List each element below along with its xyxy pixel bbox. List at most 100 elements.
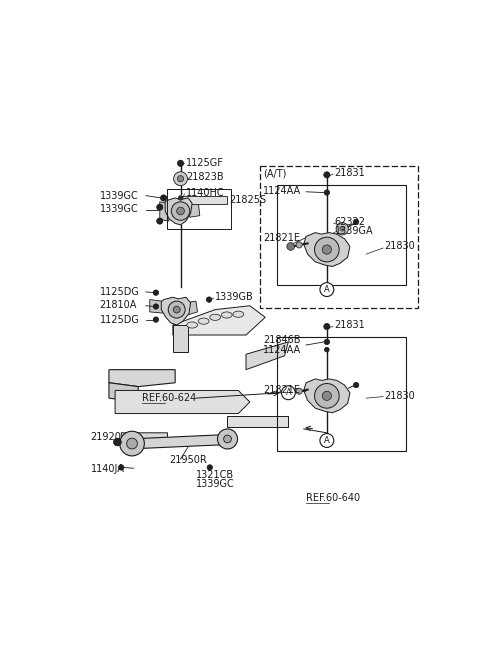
- Ellipse shape: [221, 312, 232, 318]
- Circle shape: [324, 190, 330, 195]
- Text: 1339GC: 1339GC: [196, 479, 235, 489]
- Bar: [277, 185, 406, 285]
- Circle shape: [168, 301, 185, 318]
- Circle shape: [320, 283, 334, 297]
- Circle shape: [114, 438, 121, 446]
- Circle shape: [324, 172, 330, 178]
- Circle shape: [156, 218, 163, 224]
- Polygon shape: [173, 306, 265, 335]
- Ellipse shape: [233, 311, 244, 317]
- Text: 1339GB: 1339GB: [215, 292, 254, 302]
- Circle shape: [119, 465, 124, 470]
- Text: 21830: 21830: [384, 242, 415, 252]
- Text: 21823B: 21823B: [186, 172, 224, 182]
- Polygon shape: [161, 297, 191, 325]
- Circle shape: [287, 242, 295, 250]
- Text: 1125GF: 1125GF: [186, 158, 224, 168]
- Polygon shape: [304, 233, 350, 267]
- Circle shape: [153, 290, 158, 295]
- Circle shape: [178, 160, 184, 166]
- Circle shape: [320, 434, 334, 447]
- Text: 21846B: 21846B: [263, 335, 300, 345]
- Circle shape: [314, 237, 339, 262]
- Circle shape: [120, 431, 144, 456]
- Bar: [277, 337, 406, 451]
- Text: 21830: 21830: [384, 391, 415, 401]
- Circle shape: [206, 297, 212, 303]
- Text: 21950R: 21950R: [169, 455, 207, 465]
- Polygon shape: [304, 379, 350, 413]
- Text: 21821E: 21821E: [263, 233, 300, 243]
- Ellipse shape: [210, 314, 221, 320]
- Circle shape: [153, 317, 158, 322]
- Circle shape: [322, 391, 332, 400]
- Text: 1124AA: 1124AA: [263, 186, 301, 196]
- Circle shape: [353, 383, 359, 388]
- Circle shape: [160, 195, 167, 201]
- Text: 1339GC: 1339GC: [100, 191, 138, 200]
- Circle shape: [173, 306, 180, 313]
- Circle shape: [171, 202, 190, 220]
- Circle shape: [224, 435, 231, 443]
- Text: 1140JA: 1140JA: [90, 464, 124, 474]
- Circle shape: [156, 204, 163, 210]
- Text: 1125DG: 1125DG: [100, 287, 140, 297]
- Polygon shape: [109, 383, 138, 402]
- Text: 1124AA: 1124AA: [263, 345, 301, 354]
- Text: 21831: 21831: [335, 168, 365, 178]
- Circle shape: [324, 324, 330, 329]
- Circle shape: [340, 227, 345, 231]
- Text: REF.60-624: REF.60-624: [142, 393, 196, 403]
- Text: 1140HC: 1140HC: [186, 187, 225, 198]
- Text: (A/T): (A/T): [263, 168, 286, 178]
- Circle shape: [353, 219, 359, 225]
- Circle shape: [296, 242, 302, 248]
- Text: 21831: 21831: [335, 320, 365, 330]
- Circle shape: [178, 176, 184, 182]
- Text: 1321CB: 1321CB: [196, 470, 234, 480]
- Circle shape: [207, 465, 213, 470]
- Text: 1339GC: 1339GC: [100, 204, 138, 214]
- Circle shape: [178, 196, 183, 200]
- Text: 21810A: 21810A: [100, 300, 137, 310]
- Ellipse shape: [198, 318, 209, 324]
- Text: 21821E: 21821E: [263, 385, 300, 396]
- Polygon shape: [121, 433, 168, 448]
- Polygon shape: [188, 202, 200, 217]
- Text: 1339GA: 1339GA: [335, 226, 373, 236]
- Ellipse shape: [187, 322, 197, 328]
- Circle shape: [336, 223, 348, 235]
- Polygon shape: [227, 416, 288, 426]
- Polygon shape: [246, 342, 288, 369]
- Circle shape: [177, 207, 184, 215]
- Polygon shape: [186, 301, 197, 315]
- Polygon shape: [173, 325, 188, 352]
- Text: REF.60-640: REF.60-640: [306, 493, 360, 503]
- Circle shape: [153, 304, 158, 309]
- Circle shape: [296, 388, 302, 394]
- Text: 62322: 62322: [335, 217, 366, 227]
- Circle shape: [281, 386, 295, 400]
- Circle shape: [127, 438, 137, 449]
- Polygon shape: [129, 434, 232, 449]
- Text: A: A: [324, 285, 330, 294]
- Polygon shape: [150, 299, 168, 314]
- Polygon shape: [160, 202, 169, 221]
- Text: 1125DG: 1125DG: [100, 314, 140, 325]
- Circle shape: [287, 389, 295, 397]
- Circle shape: [324, 347, 329, 352]
- Text: A: A: [286, 388, 291, 398]
- Bar: [168, 189, 230, 229]
- Text: A: A: [324, 436, 330, 445]
- Bar: [260, 166, 418, 308]
- Circle shape: [217, 429, 238, 449]
- Circle shape: [324, 339, 330, 345]
- Polygon shape: [165, 198, 192, 225]
- Circle shape: [314, 384, 339, 408]
- Circle shape: [174, 172, 188, 185]
- Polygon shape: [115, 390, 250, 413]
- Text: 21825S: 21825S: [229, 195, 266, 205]
- Circle shape: [322, 245, 332, 254]
- Text: 21920: 21920: [90, 432, 121, 442]
- Polygon shape: [109, 369, 175, 386]
